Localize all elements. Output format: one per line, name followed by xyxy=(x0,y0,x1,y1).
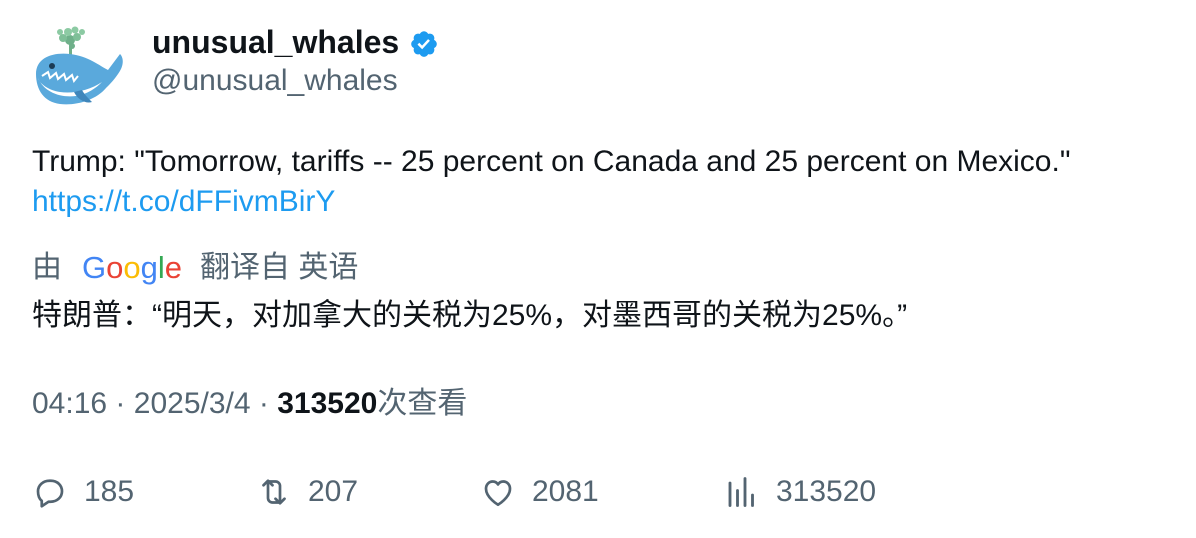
translated-text: 特朗普：“明天，对加拿大的关税为25%，对墨西哥的关税为25%。” xyxy=(32,299,908,332)
meta-separator: · xyxy=(115,387,126,420)
retweet-icon xyxy=(262,479,286,505)
tweet-time[interactable]: 04:16 xyxy=(32,387,108,420)
views-count: 313520 xyxy=(277,387,378,420)
tweet-link[interactable]: https://t.co/dFFivmBirY xyxy=(32,185,336,218)
translation-by-label: 由 xyxy=(32,251,62,284)
google-logo-icon: Google xyxy=(82,252,182,285)
like-count: 2081 xyxy=(532,475,599,508)
author-handle[interactable]: @unusual_whales xyxy=(152,64,398,97)
views-chart-icon xyxy=(728,477,754,507)
tweet-date[interactable]: 2025/3/4 xyxy=(133,387,251,420)
meta-separator: · xyxy=(258,387,269,420)
reply-icon xyxy=(36,479,64,508)
like-button[interactable]: 2081 xyxy=(480,470,599,514)
translated-from-label: 翻译自 英语 xyxy=(200,251,359,284)
heart-icon xyxy=(484,480,512,507)
tweet-meta: 04:16 · 2025/3/4 · 313520次查看 xyxy=(32,384,467,424)
whale-avatar-icon xyxy=(36,26,123,105)
reply-button[interactable]: 185 xyxy=(32,470,134,514)
retweet-count: 207 xyxy=(308,475,359,508)
tweet-text: Trump: "Tomorrow, tariffs -- 25 percent … xyxy=(32,145,1071,178)
reply-count: 185 xyxy=(84,475,135,508)
views-label: 次查看 xyxy=(377,387,468,420)
views-action-count: 313520 xyxy=(776,475,877,508)
views-button[interactable]: 313520 xyxy=(724,470,876,514)
svg-text:Google: Google xyxy=(82,252,182,285)
avatar[interactable] xyxy=(30,26,126,110)
verified-badge-icon xyxy=(411,31,437,57)
retweet-button[interactable]: 207 xyxy=(256,470,358,514)
author-display-name[interactable]: unusual_whales xyxy=(152,24,400,60)
